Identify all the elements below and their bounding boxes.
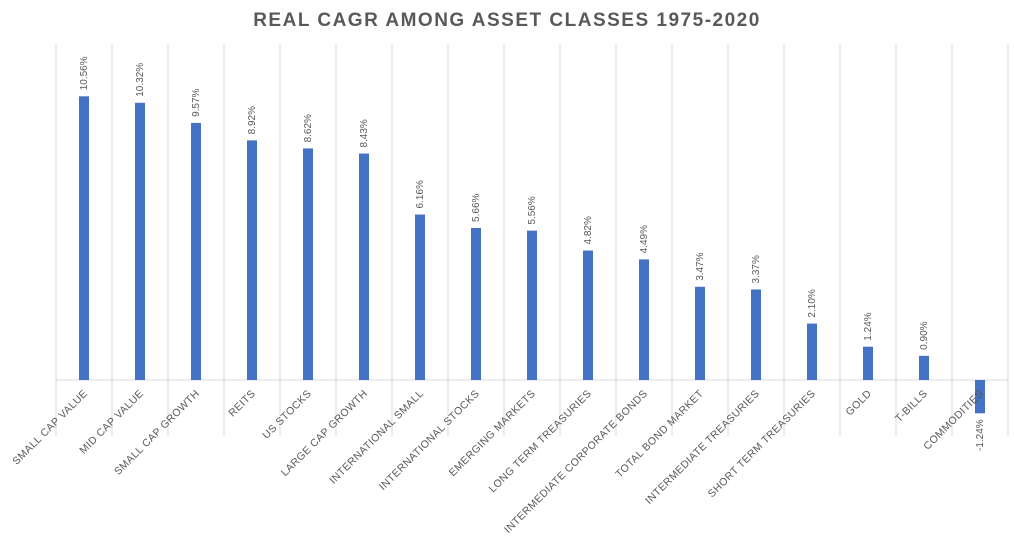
category-label: T-BILLS bbox=[893, 388, 930, 425]
data-label: 10.56% bbox=[79, 56, 90, 90]
bar bbox=[415, 214, 425, 380]
bar bbox=[303, 148, 313, 380]
data-label: 9.57% bbox=[191, 88, 202, 116]
category-label: REITS bbox=[226, 388, 258, 420]
category-label: SMALL CAP VALUE bbox=[10, 388, 90, 468]
bar bbox=[79, 96, 89, 381]
bar bbox=[583, 250, 593, 380]
bar bbox=[527, 230, 537, 380]
bar bbox=[471, 227, 481, 380]
category-label: INTERNATIONAL SMALL bbox=[327, 388, 426, 487]
data-label: 4.82% bbox=[583, 216, 594, 244]
chart-title: REAL CAGR AMONG ASSET CLASSES 1975-2020 bbox=[253, 10, 761, 31]
bar bbox=[975, 380, 985, 414]
data-label: 0.90% bbox=[919, 321, 930, 349]
category-label: LONG TERM TREASURIES bbox=[487, 388, 595, 496]
bar bbox=[359, 153, 369, 380]
data-label: -1.24% bbox=[975, 419, 986, 451]
bar bbox=[919, 355, 929, 380]
category-label: GOLD bbox=[843, 388, 874, 419]
data-label: 5.66% bbox=[471, 193, 482, 221]
bar bbox=[191, 122, 201, 380]
bar bbox=[247, 140, 257, 380]
category-label: INTERMEDIATE TREASURIES bbox=[643, 388, 762, 507]
category-label: US STOCKS bbox=[260, 388, 314, 442]
data-label: 8.43% bbox=[359, 119, 370, 147]
data-label: 5.56% bbox=[527, 196, 538, 224]
bar bbox=[695, 286, 705, 380]
bar bbox=[863, 346, 873, 380]
bar bbox=[639, 259, 649, 380]
data-label: 6.16% bbox=[415, 180, 426, 208]
data-label: 3.37% bbox=[751, 255, 762, 283]
data-label: 2.10% bbox=[807, 289, 818, 317]
bar bbox=[135, 102, 145, 380]
data-label: 4.49% bbox=[639, 225, 650, 253]
category-label: INTERNATIONAL STOCKS bbox=[377, 388, 482, 493]
data-label: 1.24% bbox=[863, 312, 874, 340]
bar bbox=[751, 289, 761, 380]
data-label: 10.32% bbox=[135, 63, 146, 97]
data-label: 8.62% bbox=[303, 114, 314, 142]
data-label: 3.47% bbox=[695, 252, 706, 280]
bar bbox=[807, 323, 817, 380]
category-label: SHORT TERM TREASURIES bbox=[706, 388, 818, 500]
data-label: 8.92% bbox=[247, 106, 258, 134]
